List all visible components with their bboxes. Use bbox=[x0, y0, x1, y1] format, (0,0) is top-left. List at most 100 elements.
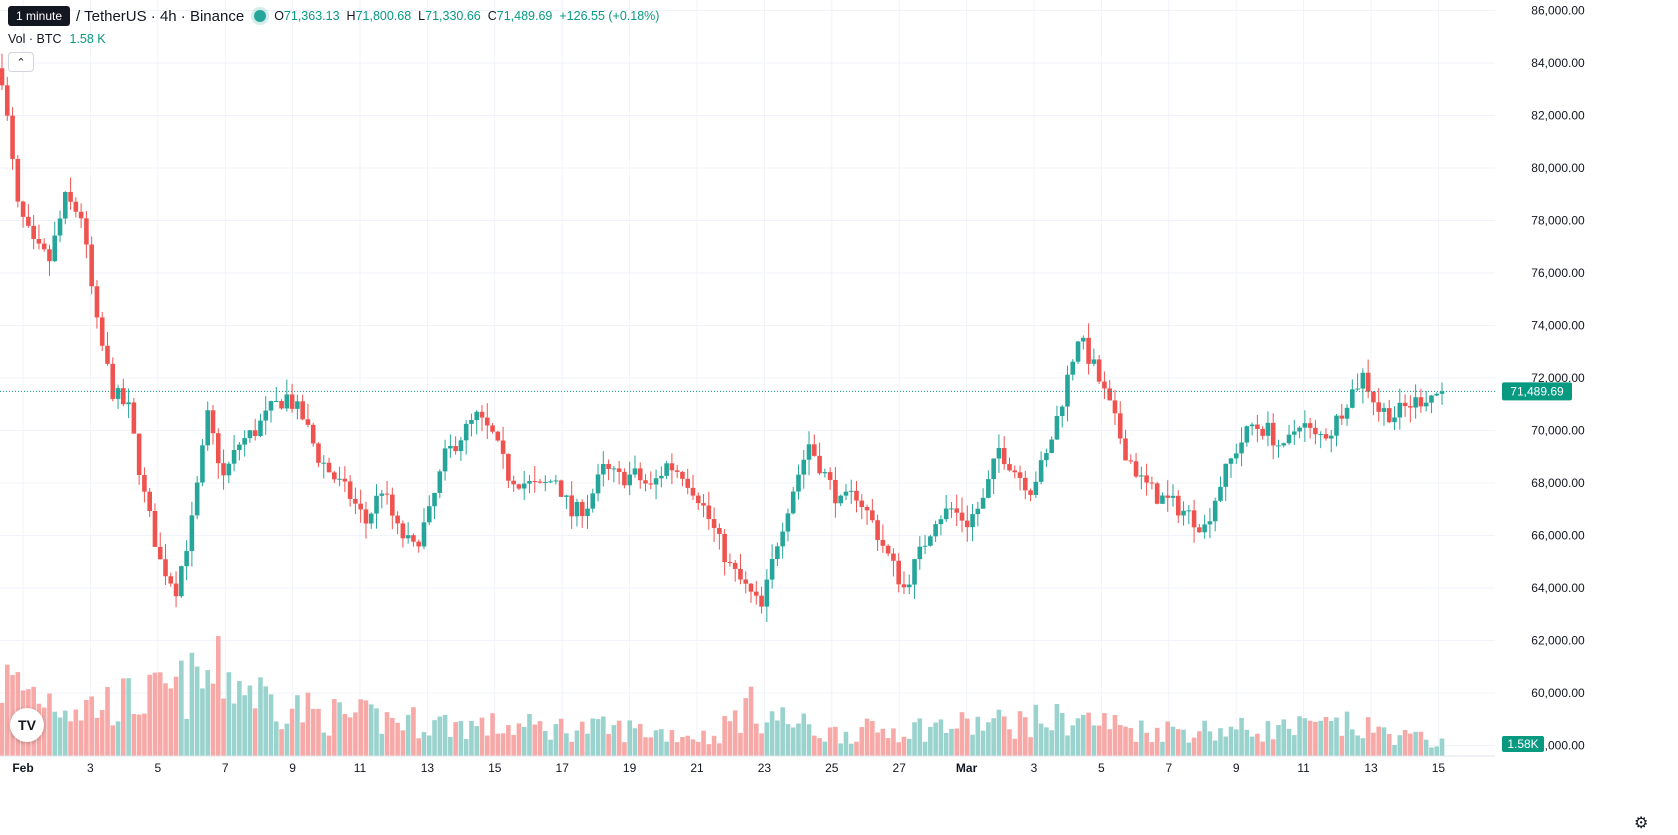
candle-body bbox=[305, 419, 311, 425]
candle-body bbox=[374, 495, 379, 514]
volume-bar bbox=[337, 702, 342, 756]
volume-bar bbox=[506, 725, 511, 756]
candle-body bbox=[775, 546, 780, 560]
time-tick-label: 27 bbox=[893, 761, 907, 775]
volume-bar bbox=[611, 725, 617, 756]
price-tick-label: 74,000.00 bbox=[1531, 319, 1585, 333]
candle-body bbox=[1038, 460, 1044, 482]
volume-bar bbox=[637, 723, 643, 756]
candle-body bbox=[780, 531, 785, 547]
volume-bar bbox=[163, 683, 168, 756]
candle-body bbox=[453, 446, 458, 452]
volume-bar bbox=[316, 708, 321, 756]
volume-legend[interactable]: Vol · BTC 1.58 K bbox=[8, 32, 106, 46]
grid-lines bbox=[0, 0, 1495, 756]
candle-body bbox=[242, 438, 247, 445]
candle-body bbox=[643, 480, 648, 484]
volume-bar bbox=[142, 713, 147, 756]
candle-body bbox=[548, 481, 553, 483]
candle-body bbox=[247, 430, 253, 439]
candle-body bbox=[147, 491, 152, 511]
candle-body bbox=[99, 317, 105, 346]
gear-icon[interactable]: ⚙ bbox=[1634, 815, 1649, 832]
volume-bar bbox=[996, 709, 1002, 756]
volume-bar bbox=[1423, 739, 1429, 756]
volume-label: Vol · BTC bbox=[8, 32, 62, 46]
volume-bar bbox=[817, 738, 822, 756]
candle-body bbox=[928, 536, 933, 546]
candle-body bbox=[62, 191, 68, 219]
volume-bar bbox=[194, 666, 200, 756]
volume-bar bbox=[226, 672, 232, 756]
candle-body bbox=[1239, 442, 1244, 454]
symbol-title[interactable]: / TetherUS · 4h · Binance bbox=[76, 7, 245, 25]
candle-body bbox=[20, 201, 26, 217]
volume-bar bbox=[136, 714, 142, 756]
volume-bar bbox=[743, 698, 749, 756]
market-status-icon[interactable] bbox=[254, 10, 267, 22]
volume-bar bbox=[1260, 741, 1265, 756]
volume-bar bbox=[1371, 732, 1376, 756]
tradingview-logo-icon[interactable]: TV bbox=[10, 708, 44, 742]
candle-body bbox=[0, 68, 5, 86]
volume-bar bbox=[827, 727, 833, 756]
ohlc-low: L71,330.66 bbox=[418, 9, 481, 23]
candle-body bbox=[1334, 415, 1339, 436]
time-tick-label: 9 bbox=[1233, 761, 1240, 775]
volume-bar bbox=[706, 744, 712, 756]
volume-bar bbox=[115, 721, 121, 756]
volume-bar bbox=[1112, 714, 1118, 756]
volume-bar bbox=[189, 652, 195, 756]
volume-bar bbox=[1397, 735, 1403, 756]
candle-body bbox=[115, 388, 121, 399]
collapse-legend-button[interactable]: ⌃ bbox=[8, 52, 34, 72]
candle-body bbox=[363, 509, 369, 524]
candle-body bbox=[732, 562, 738, 569]
volume-bar bbox=[1007, 729, 1012, 756]
volume-bar bbox=[1218, 728, 1223, 756]
volume-bar bbox=[1139, 720, 1144, 756]
price-tick-label: 82,000.00 bbox=[1531, 109, 1585, 123]
volume-bar bbox=[1334, 717, 1339, 756]
volume-bar bbox=[1059, 712, 1065, 756]
candle-body bbox=[753, 591, 759, 596]
volume-bar bbox=[152, 672, 158, 756]
candle-body bbox=[284, 394, 290, 409]
candle-body bbox=[379, 493, 385, 496]
volume-bar bbox=[848, 743, 854, 756]
volume-bar bbox=[685, 735, 691, 756]
volume-bar bbox=[252, 708, 258, 756]
volume-bar bbox=[289, 708, 295, 756]
candle-body bbox=[1049, 439, 1054, 454]
price-tick-label: 78,000.00 bbox=[1531, 214, 1585, 228]
volume-bar bbox=[569, 741, 574, 756]
volume-bar bbox=[564, 733, 569, 756]
candle-body bbox=[184, 551, 189, 567]
volume-bar bbox=[1307, 720, 1313, 756]
volume-bar bbox=[632, 728, 638, 756]
volume-bar bbox=[701, 730, 706, 756]
candle-body bbox=[1402, 402, 1408, 407]
volume-bar bbox=[648, 737, 654, 756]
last-volume-badge bbox=[1502, 736, 1544, 752]
candle-body bbox=[273, 401, 279, 403]
candle-body bbox=[991, 458, 996, 480]
candle-body bbox=[859, 500, 865, 508]
candle-body bbox=[880, 540, 886, 546]
candle-body bbox=[1112, 400, 1118, 414]
candle-body bbox=[790, 491, 796, 514]
volume-bar bbox=[1228, 726, 1234, 756]
volume-value: 1.58 K bbox=[69, 32, 106, 46]
candle-body bbox=[838, 495, 843, 504]
candle-body bbox=[875, 520, 880, 541]
candle-body bbox=[432, 492, 437, 507]
price-tick-label: 70,000.00 bbox=[1531, 424, 1585, 438]
volume-bar bbox=[579, 721, 585, 756]
candle-body bbox=[1186, 510, 1192, 512]
candle-body bbox=[1318, 434, 1323, 436]
price-tick-label: 72,000.00 bbox=[1531, 371, 1585, 385]
price-tick-label: 76,000.00 bbox=[1531, 266, 1585, 280]
volume-bar bbox=[643, 737, 648, 756]
